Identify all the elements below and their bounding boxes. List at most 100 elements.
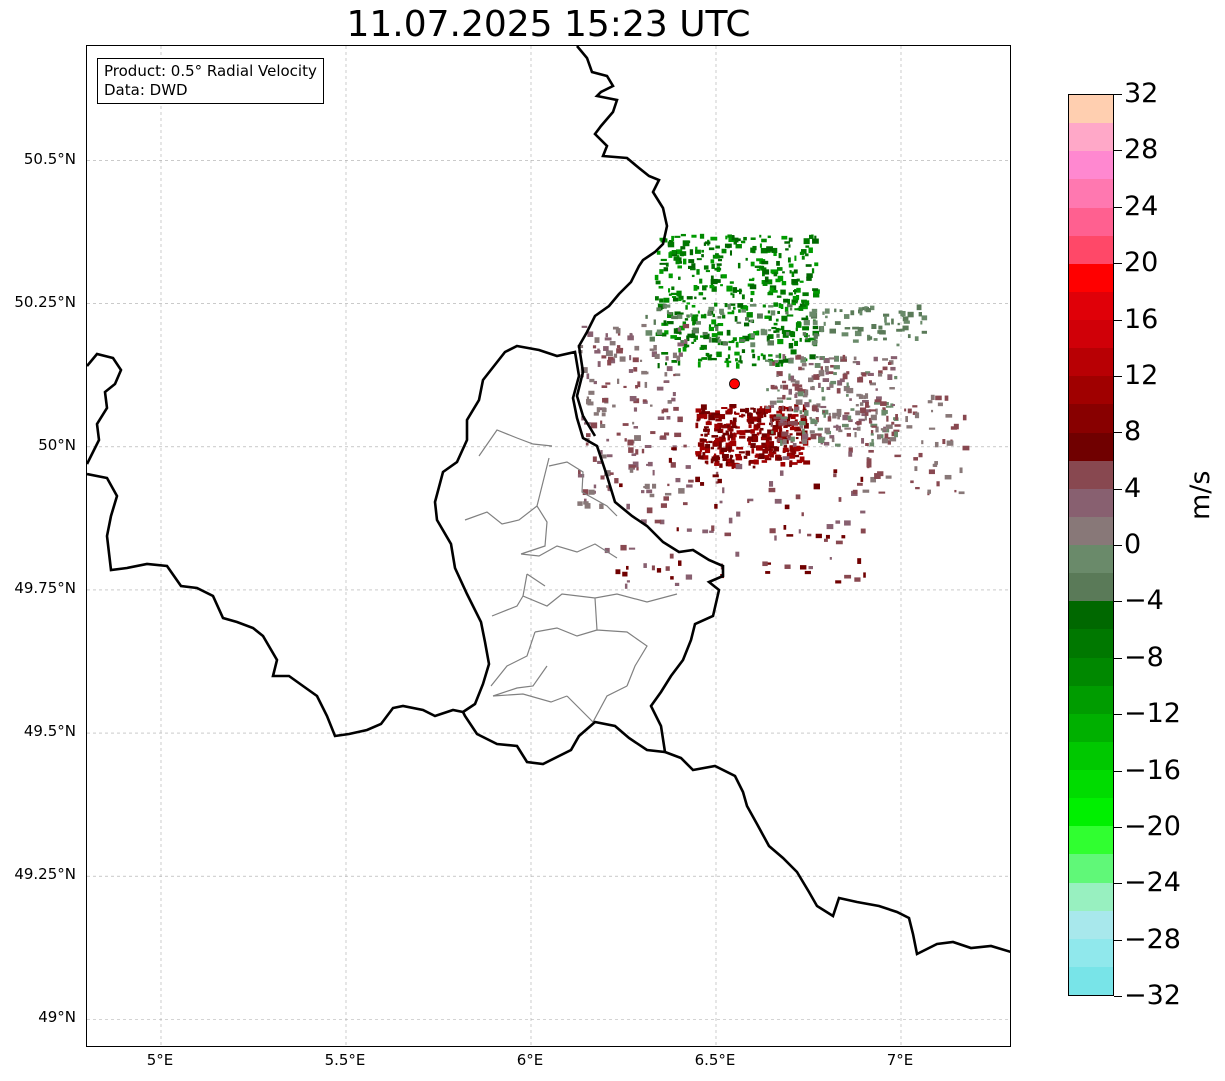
- echo-pixel: [711, 319, 717, 325]
- echo-pixel: [886, 415, 889, 422]
- colorbar-tick-label: 4: [1124, 472, 1142, 504]
- echo-pixel: [802, 395, 808, 398]
- echo-pixel: [807, 533, 812, 537]
- echo-pixel: [717, 447, 721, 450]
- echo-pixel: [726, 245, 730, 249]
- echo-pixel: [711, 435, 719, 438]
- echo-pixel: [639, 359, 643, 362]
- echo-pixel: [612, 404, 616, 408]
- echo-pixel: [667, 241, 675, 248]
- echo-pixel: [587, 331, 594, 337]
- echo-pixel: [726, 458, 731, 463]
- echo-pixel: [678, 276, 681, 280]
- echo-pixel: [722, 424, 729, 429]
- echo-pixel: [891, 404, 895, 407]
- echo-pixel: [867, 372, 874, 377]
- echo-pixel: [707, 311, 712, 316]
- echo-pixel: [732, 306, 736, 310]
- echo-pixel: [609, 341, 616, 346]
- echo-pixel: [664, 372, 668, 377]
- echo-pixel: [869, 380, 872, 384]
- echo-pixel: [808, 247, 813, 254]
- radar-site-marker[interactable]: [729, 378, 740, 390]
- echo-pixel: [830, 380, 837, 385]
- echo-pixel: [703, 333, 710, 340]
- echo-pixel: [768, 442, 772, 447]
- echo-pixel: [789, 460, 793, 466]
- echo-pixel: [833, 469, 838, 474]
- echo-pixel: [759, 453, 764, 459]
- echo-pixel: [869, 382, 876, 386]
- echo-pixel: [673, 373, 676, 377]
- echo-pixel: [916, 304, 922, 311]
- echo-pixel: [756, 313, 763, 319]
- echo-pixel: [778, 421, 786, 426]
- echo-pixel: [646, 507, 653, 514]
- echo-pixel: [771, 247, 778, 254]
- echo-pixel: [802, 428, 805, 435]
- echo-pixel: [657, 416, 665, 420]
- echo-pixel: [686, 314, 690, 318]
- echo-pixel: [805, 253, 809, 257]
- echo-pixel: [801, 363, 807, 367]
- echo-pixel: [820, 366, 823, 371]
- echo-pixel: [708, 336, 712, 343]
- echo-pixel: [813, 333, 818, 339]
- echo-pixel: [594, 350, 601, 354]
- echo-pixel: [792, 383, 799, 387]
- echo-pixel: [862, 489, 870, 493]
- echo-pixel: [697, 361, 701, 368]
- echo-pixel: [666, 366, 673, 372]
- echo-pixel: [808, 399, 812, 403]
- echo-pixel: [709, 284, 715, 289]
- echo-pixel: [934, 461, 939, 465]
- echo-pixel: [829, 435, 835, 439]
- echo-pixel: [717, 322, 724, 327]
- echo-pixel: [798, 452, 804, 455]
- echo-pixel: [772, 426, 779, 430]
- echo-pixel: [838, 497, 842, 502]
- echo-pixel: [661, 332, 666, 335]
- echo-pixel: [850, 408, 855, 411]
- echo-pixel: [812, 238, 819, 244]
- echo-pixel: [875, 408, 878, 415]
- echo-pixel: [772, 428, 779, 433]
- echo-pixel: [896, 343, 900, 347]
- echo-pixel: [794, 404, 799, 409]
- echo-pixel: [725, 442, 731, 446]
- echo-pixel: [671, 447, 677, 451]
- echo-pixel: [793, 269, 798, 274]
- echo-pixel: [788, 406, 792, 412]
- echo-pixel: [633, 426, 639, 429]
- echo-pixel: [707, 430, 710, 435]
- echo-pixel: [676, 290, 682, 297]
- echo-pixel: [659, 298, 664, 303]
- echo-pixel: [752, 245, 757, 251]
- echo-pixel: [882, 366, 888, 371]
- map-area[interactable]: [86, 45, 1011, 1047]
- echo-pixel: [674, 311, 681, 316]
- echo-pixel: [732, 417, 737, 423]
- echo-pixel: [823, 358, 830, 364]
- echo-pixel: [663, 408, 669, 413]
- echo-pixel: [682, 346, 687, 352]
- echo-pixel: [825, 534, 830, 539]
- echo-pixel: [820, 357, 823, 360]
- echo-pixel: [600, 475, 605, 480]
- echo-pixel: [944, 474, 952, 480]
- echo-pixel: [711, 412, 716, 415]
- echo-pixel: [792, 442, 797, 447]
- echo-pixel: [730, 292, 733, 296]
- echo-pixel: [688, 259, 695, 264]
- echo-pixel: [674, 432, 682, 438]
- echo-pixel: [771, 326, 777, 330]
- lat-tick-label: 50.25°N: [14, 292, 76, 311]
- echo-pixel: [852, 427, 860, 431]
- echo-pixel: [761, 260, 769, 265]
- echo-pixel: [720, 447, 728, 453]
- echo-pixel: [806, 273, 813, 278]
- echo-pixel: [674, 336, 681, 340]
- echo-pixel: [776, 426, 782, 430]
- echo-pixel: [787, 298, 790, 305]
- echo-pixel: [663, 267, 669, 272]
